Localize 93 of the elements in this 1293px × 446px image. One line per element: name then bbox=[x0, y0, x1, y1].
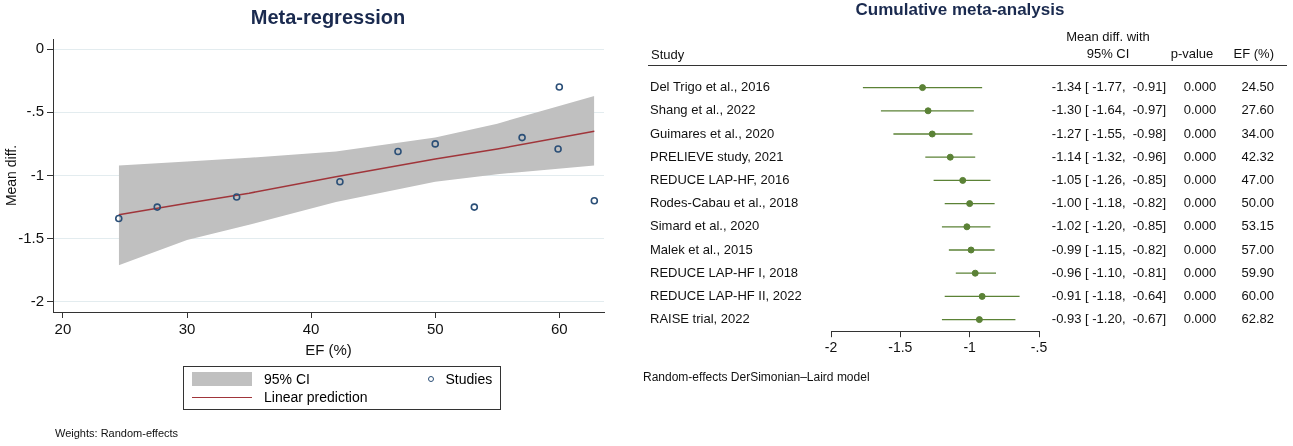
text: p-value bbox=[1169, 45, 1215, 62]
point bbox=[555, 83, 564, 91]
text: 50.00 bbox=[1241, 195, 1274, 211]
y-tick-label: 0 bbox=[35, 39, 44, 57]
text: 53.15 bbox=[1241, 218, 1274, 234]
point bbox=[394, 147, 402, 156]
y-tick-label: Shang et al., 2022 bbox=[650, 102, 756, 118]
point bbox=[946, 153, 954, 161]
text: 47.00 bbox=[1241, 171, 1274, 187]
data-label: -1.34 [ -1.77, -0.91] bbox=[1051, 79, 1166, 95]
text: 34.00 bbox=[1241, 125, 1274, 141]
data-label: -0.99 [ -1.15, -0.82] bbox=[1051, 241, 1166, 257]
text: Random-effects DerSimonian–Laird model bbox=[643, 370, 870, 384]
y-tick-label: REDUCE LAP-HF II, 2022 bbox=[650, 287, 802, 303]
text: 27.60 bbox=[1241, 102, 1274, 118]
y-tick-label: PRELIEVE study, 2021 bbox=[650, 148, 784, 164]
x-tick-label: 60 bbox=[550, 320, 568, 338]
point bbox=[971, 269, 979, 277]
point bbox=[431, 140, 440, 148]
y-tick-label: RAISE trial, 2022 bbox=[650, 311, 750, 327]
x-tick-label: -.5 bbox=[1030, 339, 1048, 356]
legend-label: Linear prediction bbox=[264, 389, 368, 405]
y-tick-label: Del Trigo et al., 2016 bbox=[650, 79, 770, 95]
text: Mean diff. with 95% CI bbox=[1065, 28, 1151, 62]
text: 0.000 bbox=[1183, 102, 1217, 118]
point bbox=[978, 292, 986, 300]
y-tick-label: REDUCE LAP-HF, 2016 bbox=[650, 171, 790, 187]
data-label: -1.27 [ -1.55, -0.98] bbox=[1051, 125, 1166, 141]
text: 0.000 bbox=[1183, 125, 1217, 141]
point bbox=[959, 176, 967, 184]
point bbox=[967, 246, 975, 254]
chart-title: Meta-regression bbox=[250, 6, 406, 29]
text: 0.000 bbox=[1183, 218, 1217, 234]
point bbox=[919, 84, 927, 92]
y-tick-label: Rodes-Cabau et al., 2018 bbox=[650, 195, 799, 211]
point bbox=[232, 193, 241, 201]
data-label: -1.02 [ -1.20, -0.85] bbox=[1051, 218, 1166, 234]
point bbox=[966, 200, 974, 208]
text: 0.000 bbox=[1183, 311, 1217, 327]
x-tick-label: -2 bbox=[824, 339, 838, 356]
legend-label: Studies bbox=[445, 371, 493, 387]
text: 95% CI bbox=[264, 371, 310, 387]
y-axis-title: Study bbox=[651, 47, 685, 62]
point bbox=[153, 203, 162, 211]
y-tick-label: -1 bbox=[30, 165, 44, 183]
text: 0.000 bbox=[1183, 148, 1217, 164]
data-label: -1.05 [ -1.26, -0.85] bbox=[1051, 171, 1166, 187]
point bbox=[518, 133, 526, 142]
data-label: -0.93 [ -1.20, -0.67] bbox=[1051, 311, 1166, 327]
point bbox=[470, 203, 479, 211]
point bbox=[928, 130, 936, 138]
x-tick-label: 30 bbox=[178, 320, 196, 338]
point bbox=[336, 178, 344, 186]
text: 0.000 bbox=[1183, 241, 1217, 257]
y-axis-title: Mean diff. bbox=[3, 144, 20, 207]
y-tick-label: -.5 bbox=[26, 102, 44, 120]
x-tick-label: 20 bbox=[54, 320, 72, 338]
x-tick-label: 50 bbox=[426, 320, 444, 338]
y-tick-label: Guimares et al., 2020 bbox=[650, 125, 775, 141]
data-label: -1.30 [ -1.64, -0.97] bbox=[1051, 102, 1166, 118]
y-tick-label: -2 bbox=[30, 292, 44, 310]
text: 59.90 bbox=[1241, 264, 1274, 280]
text: 0.000 bbox=[1183, 287, 1217, 303]
text: 57.00 bbox=[1241, 241, 1274, 257]
text: 0.000 bbox=[1183, 264, 1217, 280]
y-tick-label: -1.5 bbox=[18, 228, 44, 246]
x-axis-title: EF (%) bbox=[305, 341, 352, 359]
chart-title: Cumulative meta-analysis bbox=[855, 0, 1065, 20]
point bbox=[554, 145, 562, 153]
y-tick-label: REDUCE LAP-HF I, 2018 bbox=[650, 264, 799, 280]
point bbox=[590, 196, 599, 205]
text: 62.82 bbox=[1241, 311, 1274, 327]
text: 42.32 bbox=[1241, 148, 1274, 164]
text: Weights: Random-effects bbox=[55, 427, 179, 439]
point bbox=[924, 107, 932, 115]
text: 0.000 bbox=[1183, 79, 1217, 95]
data-label: -0.96 [ -1.10, -0.81] bbox=[1051, 264, 1166, 280]
text: 60.00 bbox=[1241, 287, 1274, 303]
text: 0.000 bbox=[1183, 195, 1217, 211]
data-label: -1.14 [ -1.32, -0.96] bbox=[1051, 148, 1166, 164]
point bbox=[975, 316, 983, 324]
data-label: -0.91 [ -1.18, -0.64] bbox=[1051, 287, 1166, 303]
point bbox=[963, 223, 971, 231]
x-tick-label: -1.5 bbox=[888, 339, 913, 356]
x-tick-label: 40 bbox=[302, 320, 320, 338]
text: EF (%) bbox=[1232, 45, 1274, 62]
x-tick-label: -1 bbox=[963, 339, 977, 356]
y-tick-label: Malek et al., 2015 bbox=[650, 241, 753, 257]
text: 0.000 bbox=[1183, 171, 1217, 187]
point bbox=[114, 214, 123, 223]
data-label: -1.00 [ -1.18, -0.82] bbox=[1051, 195, 1166, 211]
text: 24.50 bbox=[1241, 79, 1274, 95]
y-tick-label: Simard et al., 2020 bbox=[650, 218, 760, 234]
